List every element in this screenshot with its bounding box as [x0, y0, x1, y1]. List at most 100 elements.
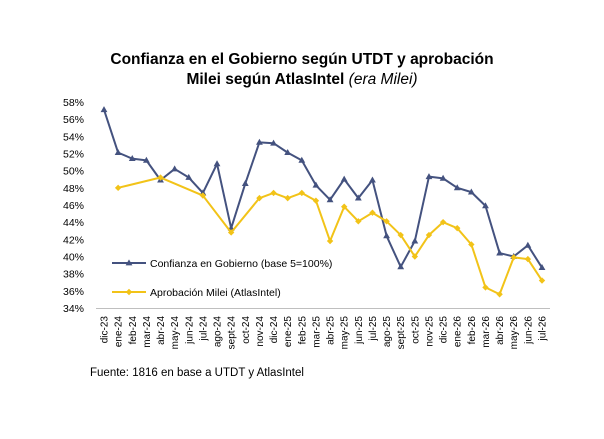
series-line [103, 109, 543, 269]
y-tick-label: 58% [63, 97, 84, 109]
data-point [256, 138, 263, 145]
legend-swatch-marker [125, 288, 133, 296]
x-tick-label: mar-24 [142, 316, 153, 348]
data-point [538, 264, 546, 271]
data-point [114, 149, 122, 156]
x-tick-label: jul-25 [368, 316, 379, 342]
legend-swatch-marker [125, 259, 133, 266]
x-tick-label: dic-25 [439, 316, 450, 344]
y-tick-label: 40% [63, 252, 84, 264]
data-point [411, 253, 419, 260]
data-point [256, 194, 263, 202]
source-note: Fuente: 1816 en base a UTDT y AtlasIntel [90, 367, 304, 379]
legend: Confianza en Gobierno (base 5=100%) Aprob… [112, 258, 332, 299]
data-point [538, 277, 546, 284]
data-point [326, 196, 334, 203]
data-point [270, 139, 277, 146]
x-tick-label: dic-23 [100, 316, 111, 344]
data-point [185, 173, 193, 180]
x-tick-label: abr-26 [495, 316, 506, 345]
data-point [482, 202, 489, 209]
data-point [298, 156, 306, 163]
data-point [270, 189, 277, 197]
x-tick-label: mar-25 [311, 316, 322, 348]
x-tick-label: feb-26 [467, 316, 478, 345]
x-tick-label: feb-25 [297, 316, 308, 345]
y-tick-label: 38% [63, 269, 84, 281]
data-point [227, 229, 235, 236]
legend-label: Aprobación Milei (AtlasIntel) [150, 287, 281, 299]
data-point [425, 231, 433, 239]
x-tick-label: may-26 [509, 316, 520, 350]
x-tick-label: ene-25 [283, 316, 294, 348]
x-tick-label: jun-25 [354, 316, 365, 345]
x-tick-label: dic-24 [269, 316, 280, 344]
x-tick-label: mar-26 [481, 316, 492, 348]
data-point [411, 237, 419, 244]
y-tick-label: 36% [63, 286, 84, 298]
data-point [114, 184, 122, 192]
y-tick-label: 34% [63, 303, 84, 315]
data-point [439, 174, 447, 181]
x-tick-label: jul-26 [538, 316, 549, 342]
x-tick-label: may-25 [340, 316, 351, 350]
y-tick-label: 46% [63, 200, 84, 212]
chart-title-line2-bold: Milei según AtlasIntel [186, 71, 345, 88]
data-point [369, 209, 376, 216]
y-tick-label: 48% [63, 183, 84, 195]
data-point [468, 241, 475, 248]
x-tick-label: oct-24 [241, 316, 252, 344]
chart-title-line2: Milei según AtlasIntel (era Milei) [0, 70, 604, 90]
series-line [117, 176, 543, 296]
x-tick-label: ago-25 [382, 316, 393, 348]
x-tick-label: sept-25 [396, 316, 407, 350]
data-point [340, 175, 348, 182]
data-point [100, 106, 108, 113]
data-point [439, 218, 447, 226]
x-tick-label: jul-24 [198, 316, 209, 342]
chart-title: Confianza en el Gobierno según UTDT y ap… [0, 50, 604, 90]
data-point [298, 189, 306, 197]
x-tick-label: abr-25 [326, 316, 337, 345]
series-layer [100, 106, 546, 298]
data-point [369, 176, 376, 183]
data-point [171, 165, 179, 172]
data-point [354, 194, 362, 201]
x-tick-label: sept-24 [227, 316, 238, 350]
data-point [383, 232, 390, 239]
data-point [467, 188, 475, 195]
data-point [482, 284, 489, 291]
y-tick-label: 42% [63, 234, 84, 246]
data-point [312, 181, 320, 188]
y-tick-label: 56% [63, 114, 84, 126]
chart-title-line1: Confianza en el Gobierno según UTDT y ap… [110, 51, 494, 68]
x-tick-label: ago-24 [213, 316, 224, 348]
data-point [383, 218, 390, 225]
data-point [312, 197, 320, 204]
x-tick-label: abr-24 [156, 316, 167, 345]
data-point [355, 218, 362, 225]
data-point [454, 224, 461, 232]
x-tick-label: nov-24 [255, 316, 266, 347]
data-point [340, 203, 348, 210]
series-2 [114, 174, 546, 298]
series-1 [100, 106, 546, 271]
data-point [524, 241, 532, 248]
data-point [496, 249, 504, 256]
data-point [397, 231, 404, 239]
x-tick-label: oct-25 [410, 316, 421, 344]
data-point [524, 255, 532, 263]
data-point [397, 263, 405, 270]
data-point [510, 254, 517, 261]
data-point [157, 174, 164, 181]
x-axis: dic-23 ene-24 feb-24 mar-24 abr-24 may-24 jun-… [96, 308, 550, 350]
y-tick-label: 44% [63, 217, 84, 229]
legend-label: Confianza en Gobierno (base 5=100%) [150, 258, 332, 270]
data-point [284, 149, 292, 156]
x-tick-label: ene-26 [453, 316, 464, 348]
data-point [128, 155, 136, 162]
y-tick-label: 50% [63, 166, 84, 178]
x-tick-label: jun-26 [523, 316, 534, 345]
y-axis: 34% 36% 38% 40% 42% 44% 46% 48% 50% 52% 54% 56% 58% [63, 97, 84, 315]
x-tick-label: jun-24 [184, 316, 195, 345]
